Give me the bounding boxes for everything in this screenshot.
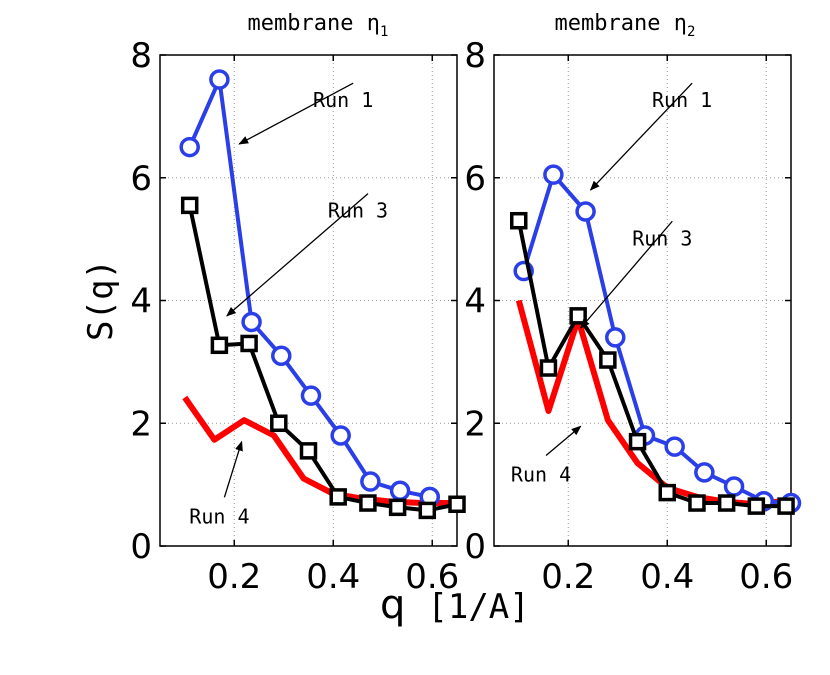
data-point (510, 211, 528, 230)
annotation-label: Run 4 (511, 463, 571, 487)
data-point (664, 436, 685, 457)
x-tick-label: 0.2 (541, 557, 595, 597)
data-point (418, 501, 437, 520)
x-tick-label: 0.4 (640, 557, 694, 597)
x-tick-label: 0.6 (405, 557, 459, 597)
series-line-run-4 (182, 395, 457, 506)
data-point (180, 196, 199, 215)
y-tick-label: 6 (464, 159, 486, 199)
y-tick-label: 0 (464, 527, 486, 567)
data-point (448, 495, 466, 514)
annotation-arrow (579, 220, 673, 329)
annotation-arrow (545, 425, 582, 457)
annotation-label: Run 4 (189, 504, 249, 528)
annotation-arrow (223, 440, 243, 498)
data-point (694, 462, 715, 483)
series-line-run-1 (521, 172, 792, 505)
annotation-arrow (589, 82, 693, 191)
y-tick-label: 2 (464, 404, 486, 444)
y-tick-label: 4 (464, 282, 486, 322)
data-point (605, 327, 626, 348)
series-line-run-3 (187, 204, 458, 513)
data-point (179, 136, 200, 158)
y-axis-label: S(q) (81, 259, 121, 341)
panel-title: membrane η2 (555, 11, 696, 40)
panel-membrane-eta-2: membrane η2 Run 1 Run 3 Run 4 0.2 0.4 0.6 0 2 4… (464, 11, 802, 597)
annotation-label: Run 1 (652, 88, 712, 112)
data-point (240, 334, 258, 353)
data-point (330, 425, 351, 446)
data-point (539, 359, 558, 377)
data-point (241, 311, 262, 333)
panel-title: membrane η1 (248, 11, 389, 40)
data-point (388, 498, 407, 517)
data-point (543, 164, 564, 185)
annotation-arrow (238, 82, 354, 145)
data-point (717, 494, 736, 512)
data-point (389, 480, 411, 502)
data-point (747, 497, 766, 515)
y-tick-label: 4 (130, 282, 152, 322)
data-point (210, 336, 229, 355)
data-point (723, 476, 745, 497)
x-tick-label: 0.6 (739, 557, 793, 597)
data-point (329, 488, 347, 506)
data-point (299, 442, 318, 460)
x-tick-label: 0.4 (306, 557, 360, 597)
data-point (628, 432, 647, 451)
data-point (360, 471, 381, 492)
data-point (777, 497, 795, 515)
y-tick-label: 6 (130, 159, 152, 199)
data-point (575, 201, 596, 222)
data-point (569, 307, 587, 325)
data-point (599, 351, 617, 369)
y-tick-label: 2 (130, 404, 152, 444)
y-tick-label: 8 (464, 36, 486, 76)
data-point (300, 385, 322, 406)
annotation-arrow (226, 193, 369, 317)
data-point (658, 483, 676, 502)
data-point (359, 494, 377, 512)
annotation-label: Run 3 (632, 226, 692, 250)
series-line-run-3 (516, 220, 786, 509)
y-tick-label: 8 (130, 36, 152, 76)
data-point (688, 494, 706, 512)
data-point (209, 69, 230, 90)
x-axis-label: q [1/A] (380, 582, 530, 628)
y-tick-label: 0 (130, 527, 152, 567)
data-point (271, 345, 292, 366)
data-point (270, 414, 288, 432)
annotation-label: Run 1 (313, 88, 373, 112)
x-tick-label: 0.2 (207, 557, 261, 597)
